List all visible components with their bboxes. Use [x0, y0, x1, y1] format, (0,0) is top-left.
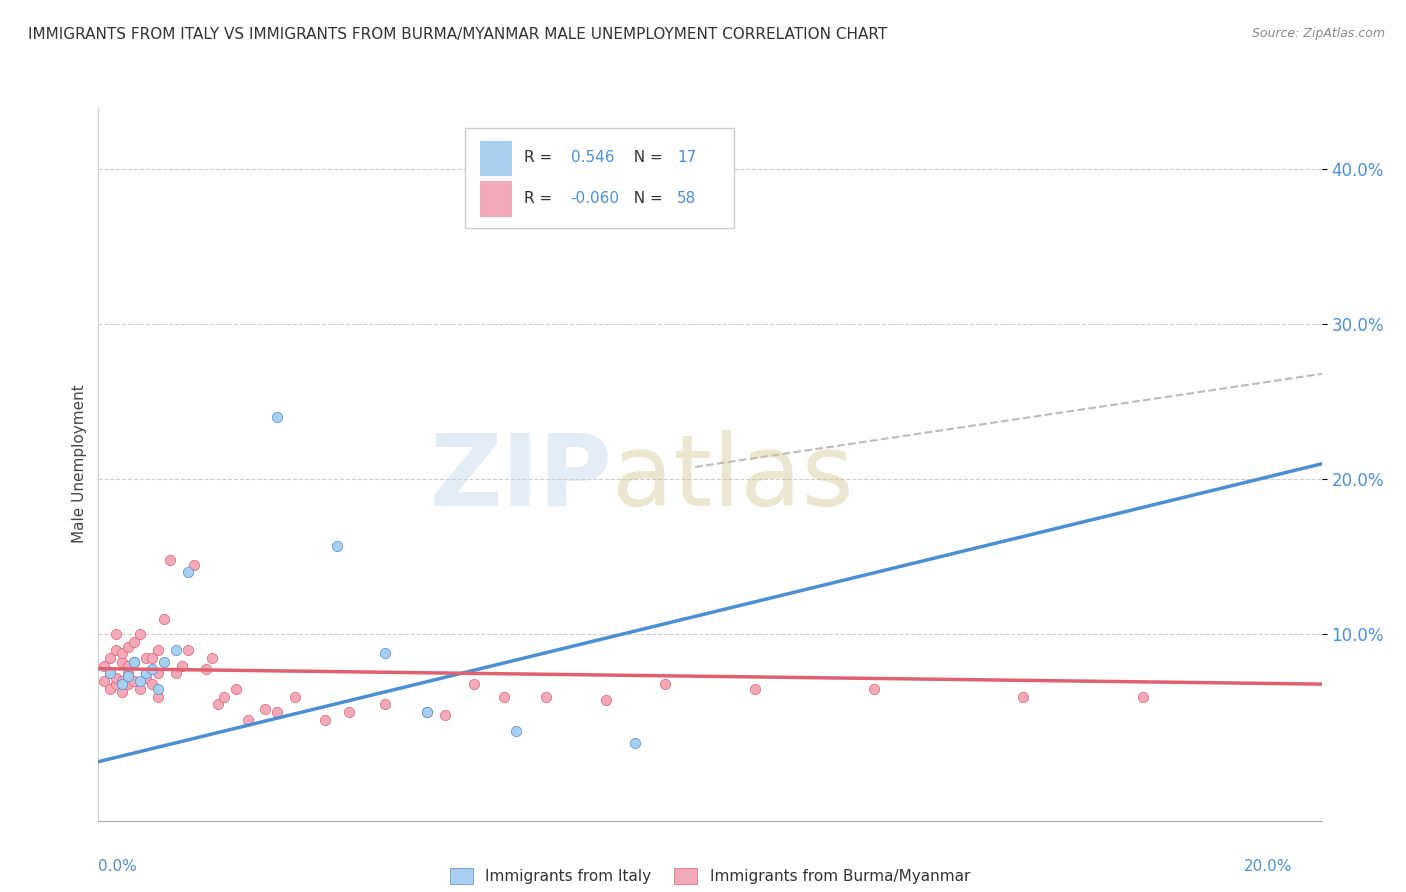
Point	[194, 662, 217, 676]
Point	[117, 640, 139, 654]
Point	[146, 690, 169, 704]
Point	[337, 705, 360, 719]
Point	[105, 643, 128, 657]
Text: R =: R =	[524, 191, 557, 206]
Point	[141, 662, 163, 676]
Point	[177, 566, 200, 580]
Point	[863, 681, 886, 696]
Point	[153, 656, 176, 670]
Text: 58: 58	[678, 191, 696, 206]
FancyBboxPatch shape	[479, 181, 510, 216]
Text: 20.0%: 20.0%	[1243, 859, 1292, 874]
Point	[122, 656, 145, 670]
Point	[415, 705, 437, 719]
Point	[135, 666, 157, 681]
Point	[595, 692, 617, 706]
Text: R =: R =	[524, 150, 557, 165]
Legend: Immigrants from Italy, Immigrants from Burma/Myanmar: Immigrants from Italy, Immigrants from B…	[450, 869, 970, 884]
Point	[1012, 690, 1035, 704]
Point	[98, 681, 121, 696]
Point	[111, 677, 134, 691]
Point	[284, 690, 307, 704]
Point	[266, 705, 288, 719]
Point	[212, 690, 235, 704]
Point	[463, 677, 485, 691]
Point	[236, 713, 259, 727]
Point	[165, 643, 187, 657]
Point	[744, 681, 766, 696]
Point	[141, 650, 163, 665]
Point	[122, 673, 145, 688]
Point	[433, 708, 456, 723]
FancyBboxPatch shape	[465, 128, 734, 228]
Point	[201, 650, 224, 665]
Point	[111, 685, 134, 699]
Point	[129, 673, 152, 688]
Point	[654, 677, 676, 691]
Text: N =: N =	[624, 191, 668, 206]
Point	[105, 671, 128, 685]
Point	[266, 410, 288, 425]
Point	[111, 656, 134, 670]
Point	[170, 658, 193, 673]
Point	[98, 666, 121, 681]
Point	[314, 713, 336, 727]
Point	[146, 666, 169, 681]
Point	[225, 681, 247, 696]
FancyBboxPatch shape	[479, 141, 510, 175]
Point	[117, 658, 139, 673]
Point	[146, 681, 169, 696]
Point	[129, 681, 152, 696]
Text: 0.546: 0.546	[571, 150, 614, 165]
Point	[146, 643, 169, 657]
Text: 17: 17	[678, 150, 696, 165]
Point	[117, 669, 139, 683]
Point	[93, 658, 115, 673]
Point	[111, 646, 134, 660]
Point	[153, 612, 176, 626]
Point	[505, 723, 527, 738]
Point	[141, 677, 163, 691]
Point	[111, 673, 134, 688]
Point	[135, 650, 157, 665]
Point	[159, 553, 181, 567]
Point	[624, 736, 647, 750]
Point	[177, 643, 200, 657]
Point	[534, 690, 557, 704]
Point	[122, 635, 145, 649]
Point	[122, 656, 145, 670]
Point	[93, 673, 115, 688]
Point	[374, 698, 396, 712]
Point	[117, 666, 139, 681]
Point	[117, 677, 139, 691]
Text: IMMIGRANTS FROM ITALY VS IMMIGRANTS FROM BURMA/MYANMAR MALE UNEMPLOYMENT CORRELA: IMMIGRANTS FROM ITALY VS IMMIGRANTS FROM…	[28, 27, 887, 42]
Point	[183, 558, 205, 572]
Point	[105, 627, 128, 641]
Point	[254, 702, 277, 716]
Point	[98, 650, 121, 665]
Point	[207, 698, 229, 712]
Text: 0.0%: 0.0%	[98, 859, 138, 874]
Point	[105, 677, 128, 691]
Point	[374, 646, 396, 660]
Text: N =: N =	[624, 150, 668, 165]
Text: atlas: atlas	[612, 430, 853, 526]
Text: -0.060: -0.060	[571, 191, 620, 206]
Point	[165, 666, 187, 681]
Point	[1132, 690, 1154, 704]
Text: ZIP: ZIP	[429, 430, 612, 526]
Point	[415, 705, 437, 719]
Point	[129, 627, 152, 641]
Point	[98, 666, 121, 681]
Y-axis label: Male Unemployment: Male Unemployment	[72, 384, 87, 543]
Point	[494, 690, 516, 704]
Point	[326, 539, 349, 553]
Text: Source: ZipAtlas.com: Source: ZipAtlas.com	[1251, 27, 1385, 40]
Point	[135, 671, 157, 685]
